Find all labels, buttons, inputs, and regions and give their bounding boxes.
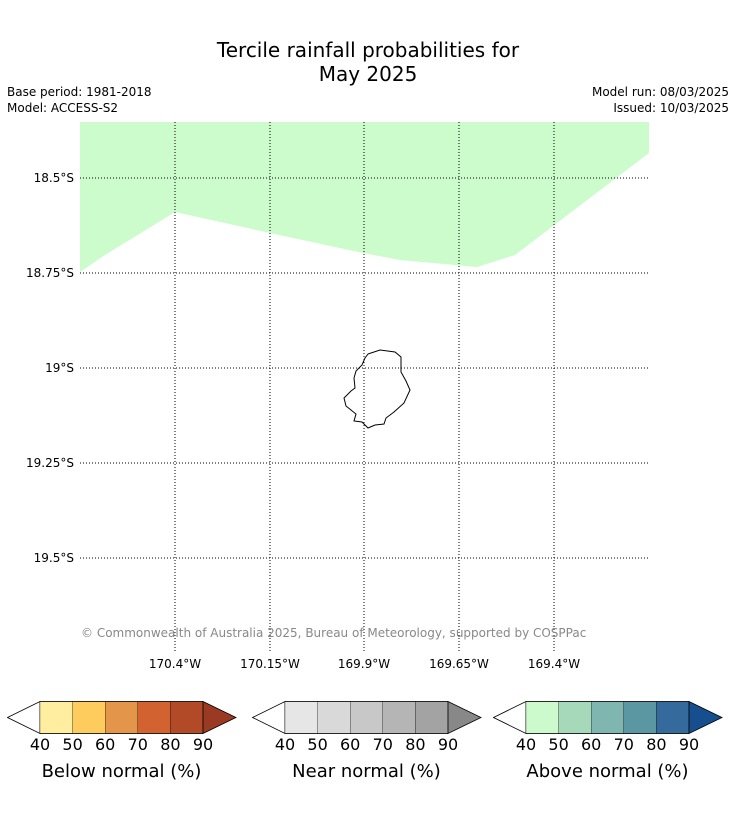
colorbar-upper-extension [202, 700, 237, 735]
lon-label: 169.4°W [527, 657, 581, 671]
lat-label: 19.25°S [26, 456, 74, 470]
colorbar-segment [72, 701, 106, 734]
colorbar-tick-label: 90 [192, 735, 214, 754]
colorbar-tick-label: 80 [646, 735, 667, 754]
base-period: Base period: 1981-2018 [7, 85, 152, 99]
colorbar-tick-label: 70 [127, 735, 148, 754]
title-line-1: Tercile rainfall probabilities for [216, 38, 520, 62]
colorbar-segment [591, 701, 624, 734]
colorbar-segment [137, 701, 171, 734]
colorbar-tick-label: 80 [405, 735, 426, 754]
colorbar-segment [317, 701, 351, 734]
colorbar-tick-label: 60 [340, 735, 361, 754]
colorbar-title: Above normal (%) [526, 761, 689, 782]
colorbar-segment [382, 701, 416, 734]
colorbar-title: Below normal (%) [41, 761, 202, 782]
issued-date: Issued: 10/03/2025 [613, 101, 729, 115]
colorbar-tick-label: 40 [274, 735, 296, 754]
colorbar-tick-label: 50 [548, 735, 569, 754]
colorbar-outline [526, 701, 689, 734]
map-title: Tercile rainfall probabilities for May 2… [0, 38, 736, 86]
colorbar-tick-label: 70 [372, 735, 393, 754]
colorbar-segment [170, 701, 204, 734]
colorbar-segment [350, 701, 383, 734]
colorbar-segment [284, 701, 318, 734]
colorbar-lower-extension [7, 700, 41, 735]
lat-label: 19.5°S [33, 551, 74, 565]
colorbar-tick-label: 40 [515, 735, 537, 754]
colorbar-segment [656, 701, 690, 734]
colorbar-title: Near normal (%) [292, 761, 441, 782]
model-name: Model: ACCESS-S2 [7, 101, 119, 115]
colorbar-tick-label: 90 [437, 735, 459, 754]
copyright-credit: © Commonwealth of Australia 2025, Bureau… [81, 626, 587, 640]
colorbar-tick-label: 40 [29, 735, 51, 754]
colorbar-segment [525, 701, 559, 734]
colorbar-tick-label: 50 [307, 735, 328, 754]
colorbar-outline [40, 701, 203, 734]
lon-label: 170.4°W [148, 657, 202, 671]
graticule [80, 122, 649, 652]
colorbar-lower-extension [493, 700, 527, 735]
colorbar-lower-extension [252, 700, 286, 735]
meta-right: Model run: 08/03/2025 Issued: 10/03/2025 [592, 84, 729, 116]
lon-label: 169.9°W [337, 657, 391, 671]
model-run: Model run: 08/03/2025 [591, 85, 729, 99]
colorbar-tick-label: 90 [678, 735, 700, 754]
colorbar-segment [105, 701, 138, 734]
colorbar-segment [623, 701, 657, 734]
colorbar-upper-extension [688, 700, 723, 735]
lat-label: 19°S [45, 361, 74, 375]
colorbar-upper-extension [447, 700, 482, 735]
colorbar [493, 700, 723, 735]
meta-left: Base period: 1981-2018 Model: ACCESS-S2 [7, 84, 152, 116]
lon-label: 170.15°W [240, 657, 300, 671]
title-line-2: May 2025 [318, 62, 418, 86]
colorbar-segment [558, 701, 592, 734]
colorbar-segment [415, 701, 449, 734]
colorbar [252, 700, 482, 735]
colorbar-tick-label: 80 [160, 735, 181, 754]
island-coastline [343, 349, 411, 429]
lat-label: 18.5°S [33, 171, 74, 185]
colorbar-tick-label: 50 [62, 735, 83, 754]
lat-label: 18.75°S [26, 266, 74, 280]
colorbar-tick-label: 60 [581, 735, 602, 754]
colorbar-outline [285, 701, 448, 734]
lon-label: 169.65°W [429, 657, 489, 671]
colorbar-tick-label: 60 [95, 735, 116, 754]
colorbar [7, 700, 237, 735]
colorbar-tick-label: 70 [613, 735, 634, 754]
colorbar-segment [39, 701, 73, 734]
